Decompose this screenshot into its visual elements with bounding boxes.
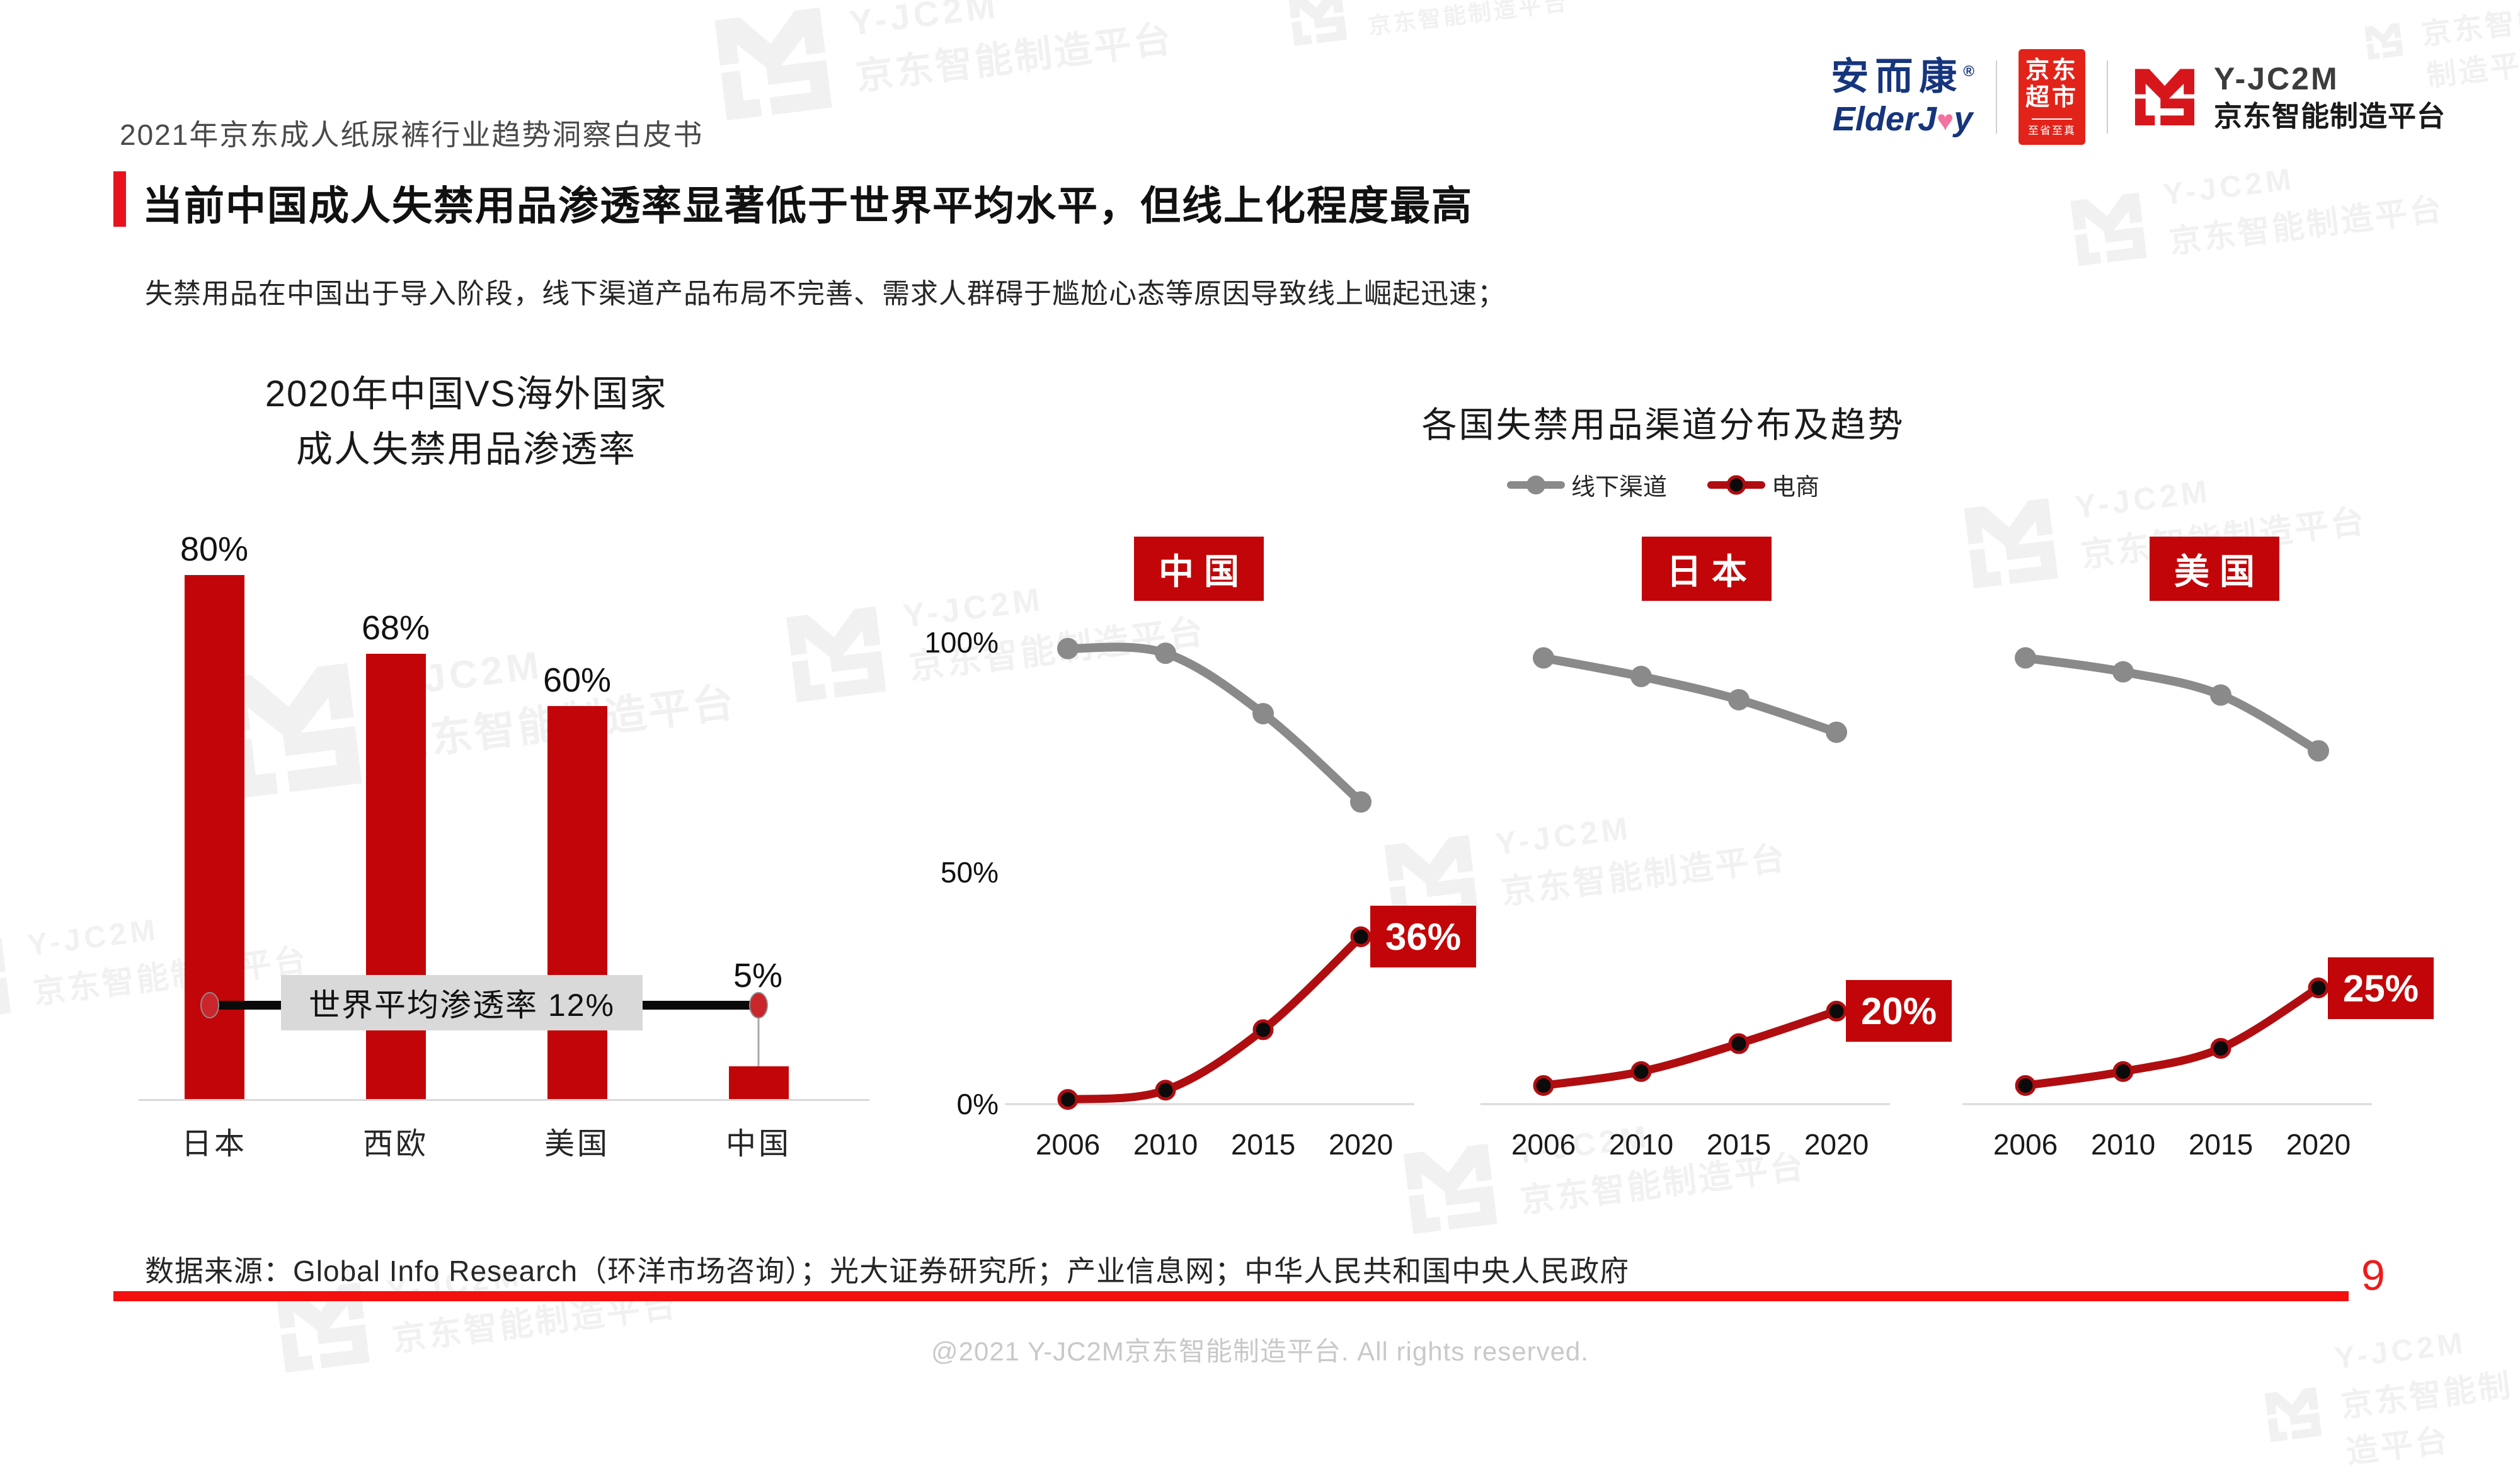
x-axis-tick-2015: 2015	[1230, 1128, 1296, 1161]
ecom-value-box: 36%	[1370, 906, 1476, 967]
world-average-label: 世界平均渗透率 12%	[281, 975, 643, 1030]
panel-美国: 美国 2006 2010 2015 2020 25%	[1953, 529, 2444, 1209]
bar-value-label: 60%	[542, 661, 612, 699]
panel-plot	[1005, 637, 1414, 1110]
y-axis-tick-50: 50%	[940, 856, 999, 889]
jd-supermarket-tagline: 至省至真	[2027, 124, 2076, 137]
y-axis-tick-0: 0%	[956, 1088, 999, 1120]
report-header: 2021年京东成人纸尿裤行业趋势洞察白皮书	[120, 118, 704, 151]
copyright-footer: @2021 Y-JC2M京东智能制造平台. All rights reserve…	[931, 1337, 1589, 1366]
x-axis-tick-2010: 2010	[1608, 1128, 1674, 1161]
legend-item-ecom: 电商	[1707, 467, 1819, 502]
jd-supermarket-divider	[2031, 118, 2072, 120]
x-axis-tick-2015: 2015	[2188, 1128, 2254, 1161]
x-axis-tick-2006: 2006	[1511, 1128, 1576, 1161]
logo-divider	[1995, 60, 1997, 134]
legend-ecom-label: 电商	[1772, 474, 1820, 501]
bar-美国	[547, 706, 607, 1099]
x-axis-tick-2020: 2020	[1804, 1128, 1869, 1161]
yjc2m-logo-icon	[2129, 60, 2200, 134]
elderjoy-logo: 安而康® ElderJ♥y	[1831, 55, 1974, 138]
legend-item-offline: 线下渠道	[1506, 467, 1667, 502]
page-title: 当前中国成人失禁用品渗透率显著低于世界平均水平，但线上化程度最高	[142, 183, 1473, 229]
y-axis-tick-100: 100%	[924, 626, 999, 659]
bar-category-label: 西欧	[362, 1127, 428, 1161]
ecom-line-swatch-icon	[1707, 475, 1765, 494]
elderjoy-en-label: ElderJ♥y	[1832, 100, 1973, 138]
bar-chart-title-line2: 成人失禁用品渗透率	[295, 429, 636, 470]
yjc2m-cn-name: 京东智能制造平台	[2213, 100, 2446, 132]
yjc2m-logo: Y-JC2M 京东智能制造平台	[2129, 60, 2446, 134]
logo-row: 安而康® ElderJ♥y 京东 超市 至省至真 Y-JC2M 京东智能制造平台	[1831, 49, 2446, 145]
x-axis-tick-2006: 2006	[1993, 1128, 2058, 1161]
panel-中国: 中国 2006 2010 2015 2020 36%	[995, 529, 1487, 1209]
panel-plot	[1962, 647, 2372, 1105]
bar-chart-title-line1: 2020年中国VS海外国家	[265, 373, 668, 414]
country-label-box: 日本	[1642, 537, 1772, 601]
country-label-box: 美国	[2150, 537, 2279, 601]
elderjoy-cn-label: 安而康®	[1831, 55, 1974, 98]
country-label-box: 中国	[1134, 537, 1264, 601]
legend-offline-label: 线下渠道	[1571, 474, 1667, 501]
line-chart-legend: 线下渠道 电商	[1348, 467, 1978, 502]
footer-divider	[113, 1291, 2349, 1301]
offline-line-swatch-icon	[1506, 475, 1565, 494]
jd-supermarket-logo: 京东 超市 至省至真	[2018, 49, 2085, 145]
x-axis-tick-2010: 2010	[2090, 1128, 2156, 1161]
title-accent-bar	[113, 171, 126, 227]
bar-category-label: 日本	[181, 1127, 247, 1161]
bar-value-label: 68%	[361, 609, 430, 647]
china-value-label: 5%	[733, 957, 783, 995]
jd-supermarket-line1: 京东	[2025, 57, 2078, 84]
x-axis-tick-2020: 2020	[1328, 1128, 1394, 1161]
panel-plot	[1480, 647, 1890, 1105]
bar-chart-x-axis	[139, 1099, 869, 1101]
ecom-value-box: 20%	[1846, 980, 1952, 1042]
bar-value-label: 80%	[180, 530, 249, 568]
bar-中国	[728, 1066, 789, 1099]
logo-divider	[2106, 60, 2108, 134]
data-source: 数据来源：Global Info Research（环洋市场咨询）；光大证券研究…	[145, 1255, 1630, 1287]
bar-chart-title: 2020年中国VS海外国家 成人失禁用品渗透率	[151, 367, 781, 477]
ecom-value-box: 25%	[2328, 957, 2434, 1019]
yjc2m-name: Y-JC2M	[2213, 61, 2339, 97]
yjc2m-logo-icon	[2134, 68, 2195, 125]
x-axis-tick-2010: 2010	[1133, 1128, 1198, 1161]
page-number: 9	[2361, 1251, 2385, 1299]
jd-supermarket-line2: 超市	[2025, 84, 2078, 111]
bar-category-label: 中国	[725, 1127, 791, 1161]
x-axis-tick-2006: 2006	[1035, 1128, 1101, 1161]
page-subtitle: 失禁用品在中国出于导入阶段，线下渠道产品布局不完善、需求人群碍于尴尬心态等原因导…	[145, 278, 1506, 309]
line-chart-title: 各国失禁用品渠道分布及趋势	[1421, 405, 1905, 445]
x-axis-tick-2015: 2015	[1706, 1128, 1772, 1161]
bar-category-label: 美国	[544, 1127, 610, 1161]
registered-mark-icon: ®	[1963, 63, 1974, 80]
heart-icon: ♥	[1937, 104, 1954, 137]
x-axis-tick-2020: 2020	[2286, 1128, 2351, 1161]
panel-日本: 日本 2006 2010 2015 2020 20%	[1471, 529, 1962, 1209]
world-average-annotation	[200, 992, 768, 1066]
